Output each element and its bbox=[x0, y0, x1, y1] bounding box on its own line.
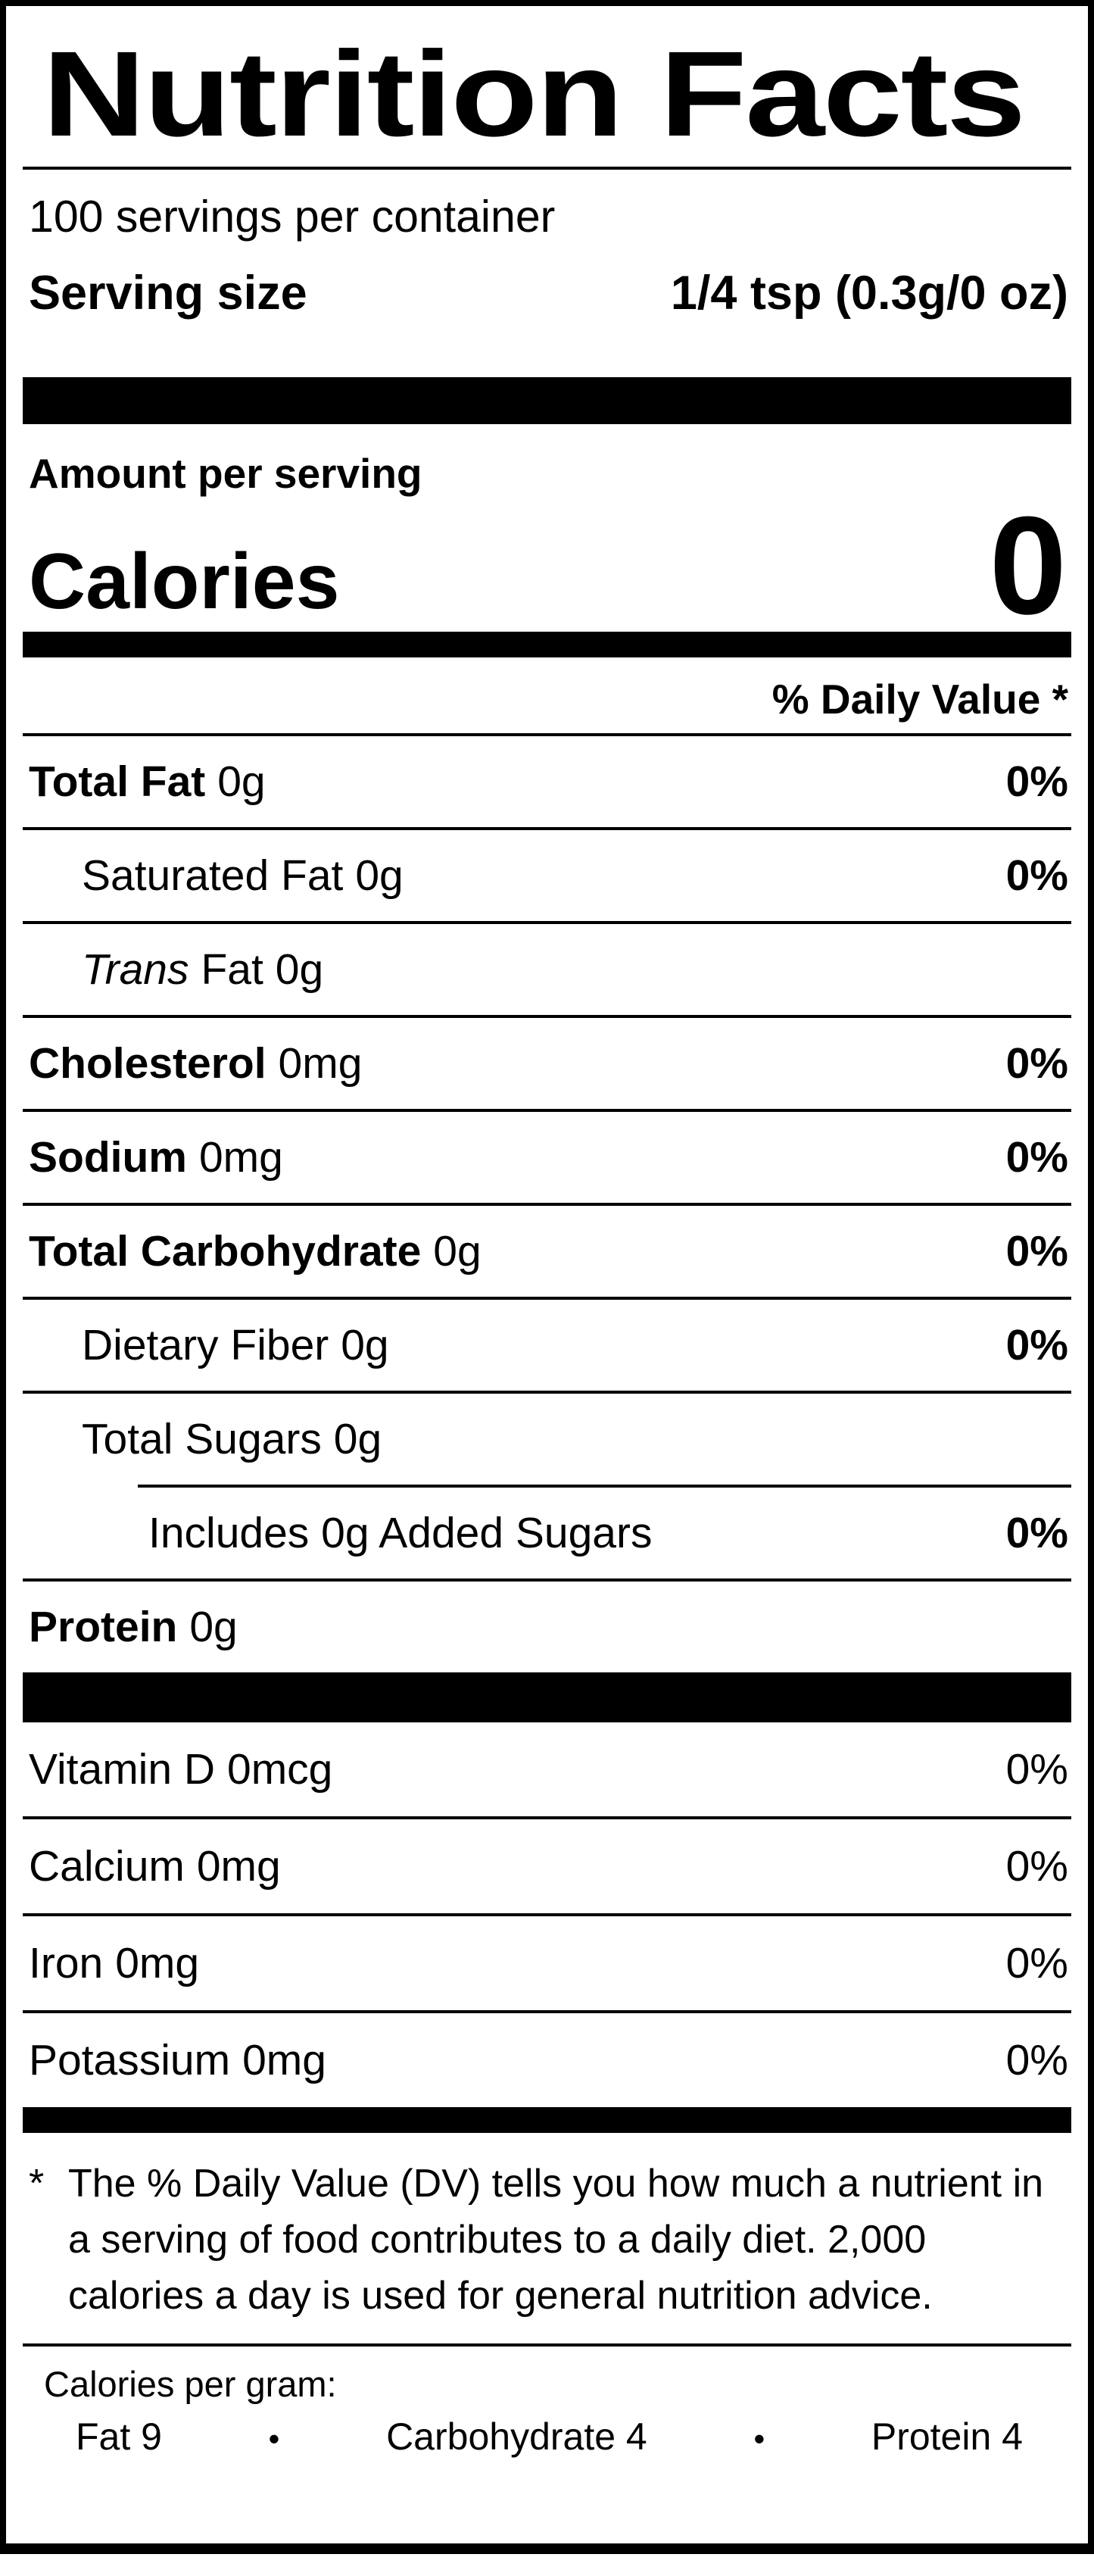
nutrient-row-total-carbohydrate: Total Carbohydrate 0g 0% bbox=[23, 1203, 1071, 1297]
vitamin-dv: 0% bbox=[1005, 2036, 1068, 2084]
nutrient-name: Total Sugars bbox=[82, 1415, 322, 1463]
nutrient-amount: 0g bbox=[275, 945, 324, 994]
nutrient-name: Total Fat bbox=[29, 757, 206, 806]
nutrient-dv: 0% bbox=[1005, 757, 1068, 806]
nutrient-amount: 0g bbox=[341, 1321, 389, 1369]
nutrient-dv: 0% bbox=[1005, 1321, 1068, 1369]
nutrient-row-protein: Protein 0g bbox=[23, 1578, 1071, 1672]
medium-separator-bar bbox=[23, 632, 1071, 657]
calories-per-gram-section: Calories per gram: Fat 9 • Carbohydrate … bbox=[23, 2347, 1071, 2484]
cpg-protein: Protein 4 bbox=[871, 2415, 1023, 2458]
calories-row: Calories 0 bbox=[23, 487, 1071, 644]
calories-value: 0 bbox=[989, 487, 1067, 644]
nutrient-name: Includes 0g Added Sugars bbox=[148, 1509, 653, 1557]
thick-separator-bar bbox=[23, 377, 1071, 424]
nutrient-amount: 0g bbox=[355, 851, 404, 900]
vitamin-row-potassium: Potassium 0mg 0% bbox=[23, 2010, 1071, 2107]
thick-separator-bar bbox=[23, 1672, 1071, 1719]
nutrient-dv: 0% bbox=[1005, 1227, 1068, 1276]
nutrient-amount: 0g bbox=[189, 1603, 238, 1651]
nutrient-amount: 0g bbox=[433, 1227, 482, 1276]
vitamin-name: Iron bbox=[29, 1939, 104, 1987]
vitamin-name: Calcium bbox=[29, 1842, 185, 1891]
nutrient-name: Total Carbohydrate bbox=[29, 1227, 422, 1276]
calories-per-gram-label: Calories per gram: bbox=[44, 2364, 337, 2404]
vitamin-dv: 0% bbox=[1005, 1745, 1068, 1794]
divider bbox=[23, 2343, 1071, 2347]
nutrient-name-italic: Trans bbox=[82, 945, 189, 994]
servings-per-container: 100 servings per container bbox=[29, 192, 556, 242]
vitamin-dv: 0% bbox=[1005, 1939, 1068, 1987]
vitamin-amount: 0mg bbox=[115, 1939, 200, 1987]
divider bbox=[23, 167, 1071, 170]
nutrient-amount: 0mg bbox=[278, 1039, 363, 1088]
nutrient-row-total-sugars: Total Sugars 0g bbox=[23, 1391, 1071, 1485]
nutrient-row-cholesterol: Cholesterol 0mg 0% bbox=[23, 1015, 1071, 1109]
nutrient-row-trans-fat: Trans Fat 0g bbox=[23, 921, 1071, 1015]
medium-separator-bar bbox=[23, 2107, 1071, 2133]
nutrient-dv: 0% bbox=[1005, 1039, 1068, 1088]
serving-size-row: Serving size 1/4 tsp (0.3g/0 oz) bbox=[23, 264, 1071, 323]
footnote-asterisk: * bbox=[29, 2162, 45, 2206]
nutrient-name: Dietary Fiber bbox=[82, 1321, 329, 1369]
nutrient-name: Sodium bbox=[29, 1133, 187, 1182]
nutrient-row-sodium: Sodium 0mg 0% bbox=[23, 1109, 1071, 1203]
nutrient-name: Cholesterol bbox=[29, 1039, 266, 1088]
vitamin-amount: 0mg bbox=[196, 1842, 281, 1891]
vitamin-amount: 0mg bbox=[242, 2036, 326, 2084]
amount-per-serving-label: Amount per serving bbox=[29, 450, 422, 497]
serving-size-value: 1/4 tsp (0.3g/0 oz) bbox=[670, 267, 1068, 320]
daily-value-footnote: * The % Daily Value (DV) tells you how m… bbox=[23, 2133, 1071, 2343]
vitamin-row-calcium: Calcium 0mg 0% bbox=[23, 1816, 1071, 1913]
nutrient-row-dietary-fiber: Dietary Fiber 0g 0% bbox=[23, 1297, 1071, 1391]
nutrient-name: Protein bbox=[29, 1603, 178, 1651]
nutrient-name: Fat bbox=[201, 945, 263, 994]
bullet-separator: • bbox=[268, 2421, 280, 2456]
nutrient-dv: 0% bbox=[1005, 1133, 1068, 1182]
cpg-carbohydrate: Carbohydrate 4 bbox=[386, 2415, 647, 2458]
vitamin-row-vitamin-d: Vitamin D 0mcg 0% bbox=[23, 1719, 1071, 1816]
calories-per-gram-items: Fat 9 • Carbohydrate 4 • Protein 4 bbox=[23, 2412, 1071, 2464]
vitamin-name: Potassium bbox=[29, 2036, 231, 2084]
label-title: Nutrition Facts bbox=[42, 26, 1026, 161]
vitamin-amount: 0mcg bbox=[227, 1745, 333, 1794]
nutrient-row-total-fat: Total Fat 0g 0% bbox=[23, 733, 1071, 827]
nutrient-amount: 0g bbox=[333, 1415, 382, 1463]
bullet-separator: • bbox=[753, 2421, 765, 2456]
footnote-text: The % Daily Value (DV) tells you how muc… bbox=[68, 2162, 1044, 2318]
vitamin-row-iron: Iron 0mg 0% bbox=[23, 1913, 1071, 2010]
nutrient-amount: 0g bbox=[217, 757, 266, 806]
calories-label: Calories bbox=[29, 538, 340, 626]
nutrient-name: Saturated Fat bbox=[82, 851, 344, 900]
nutrient-dv: 0% bbox=[1005, 851, 1068, 900]
nutrient-row-added-sugars: Includes 0g Added Sugars 0% bbox=[138, 1485, 1071, 1578]
daily-value-header: % Daily Value * bbox=[771, 676, 1068, 723]
nutrient-dv: 0% bbox=[1005, 1509, 1068, 1557]
serving-size-label: Serving size bbox=[29, 267, 307, 320]
nutrient-amount: 0mg bbox=[198, 1133, 283, 1182]
vitamin-dv: 0% bbox=[1005, 1842, 1068, 1891]
cpg-fat: Fat 9 bbox=[76, 2415, 162, 2458]
nutrient-row-saturated-fat: Saturated Fat 0g 0% bbox=[23, 827, 1071, 921]
vitamin-name: Vitamin D bbox=[29, 1745, 216, 1794]
